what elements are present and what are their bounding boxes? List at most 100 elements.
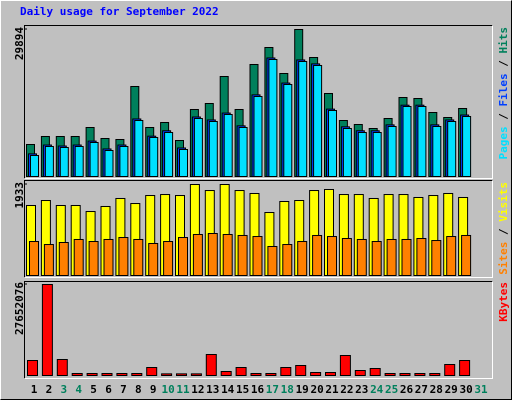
x-tick-label: 29	[445, 383, 458, 396]
bar	[223, 114, 233, 177]
bar	[298, 61, 308, 177]
x-tick-label: 30	[459, 383, 472, 396]
bar	[220, 371, 232, 376]
x-tick-label: 14	[221, 383, 235, 396]
bar	[208, 120, 218, 177]
bar	[312, 234, 323, 276]
bar	[237, 234, 248, 276]
bar	[101, 372, 113, 377]
bar	[119, 145, 129, 178]
bar	[414, 372, 426, 377]
bar	[369, 368, 381, 377]
bar	[431, 240, 442, 276]
bar	[30, 154, 39, 178]
bar	[74, 145, 84, 178]
panel-edge	[24, 25, 493, 179]
x-tick-label: 22	[340, 383, 353, 396]
bar	[250, 372, 262, 377]
bar	[310, 371, 322, 377]
bar	[384, 372, 396, 377]
x-tick-label: 3	[60, 383, 67, 396]
x-tick-label: 15	[236, 383, 249, 396]
x-tick-label: 7	[120, 383, 127, 396]
legend-entry: KBytes	[497, 282, 510, 322]
bar	[461, 234, 472, 276]
x-tick-label: 2	[46, 383, 53, 396]
x-tick-label: 4	[75, 383, 82, 396]
bar	[252, 236, 263, 276]
x-tick-label: 20	[310, 383, 323, 396]
chart-title: Daily usage for September 2022	[20, 5, 219, 18]
bar	[399, 372, 411, 377]
bar	[43, 244, 54, 277]
bar	[222, 233, 233, 277]
bar	[417, 106, 427, 177]
bar	[146, 366, 158, 377]
bar	[297, 241, 308, 276]
bar	[88, 241, 99, 276]
bar	[41, 284, 53, 376]
bar	[131, 372, 143, 377]
bar	[178, 237, 188, 276]
bar	[193, 117, 203, 177]
legend: Pages / Files / Hits	[497, 27, 510, 160]
bar	[283, 84, 293, 177]
legend-entry: Visits	[497, 182, 510, 222]
x-tick-label: 8	[135, 383, 142, 396]
panel-edge	[24, 281, 493, 379]
bar	[104, 150, 114, 178]
legend-separator: /	[497, 222, 510, 242]
bar	[268, 59, 278, 178]
legend: Sites / Visits	[497, 182, 510, 275]
bar	[238, 126, 248, 177]
x-tick-label: 16	[251, 383, 265, 396]
y-tick-label: 27652076	[13, 282, 26, 335]
bar	[462, 116, 472, 177]
x-tick-label: 24	[370, 383, 384, 396]
x-tick-label: 19	[296, 383, 309, 396]
bar	[387, 126, 397, 178]
bar	[444, 363, 456, 376]
bar	[133, 238, 144, 277]
bar	[459, 360, 471, 377]
x-tick-label: 13	[206, 383, 219, 396]
bar	[416, 237, 427, 276]
bar	[371, 241, 382, 276]
bar	[402, 106, 412, 177]
bar	[235, 366, 247, 377]
legend-entry: Sites	[497, 242, 510, 275]
bar	[295, 364, 307, 377]
panel-edge	[24, 281, 493, 379]
y-tick-label: 29894	[13, 27, 26, 60]
bar	[27, 360, 38, 377]
x-tick-label: 9	[150, 383, 157, 396]
legend: KBytes	[497, 282, 510, 322]
x-tick-label: 11	[176, 383, 190, 396]
bar	[179, 148, 188, 177]
bar	[59, 146, 69, 178]
bar	[192, 233, 203, 277]
bar	[357, 131, 367, 177]
bar	[265, 372, 277, 377]
panel-edge	[24, 180, 493, 278]
bar	[89, 142, 99, 177]
x-tick-label: 27	[415, 383, 428, 396]
bar	[190, 373, 202, 376]
legend-entry: Hits	[497, 27, 510, 54]
bar	[149, 137, 159, 178]
bar	[253, 95, 263, 177]
x-tick-label: 18	[281, 383, 294, 396]
bar	[401, 238, 412, 277]
x-tick-label: 6	[105, 383, 112, 396]
x-tick-label: 17	[266, 383, 279, 396]
bar	[447, 120, 457, 177]
x-tick-label: 21	[325, 383, 339, 396]
x-tick-label: 12	[191, 383, 204, 396]
bar	[56, 358, 68, 377]
legend-entry: Pages	[497, 126, 510, 159]
bar	[205, 354, 217, 377]
bar	[313, 65, 323, 177]
bar	[29, 241, 39, 276]
